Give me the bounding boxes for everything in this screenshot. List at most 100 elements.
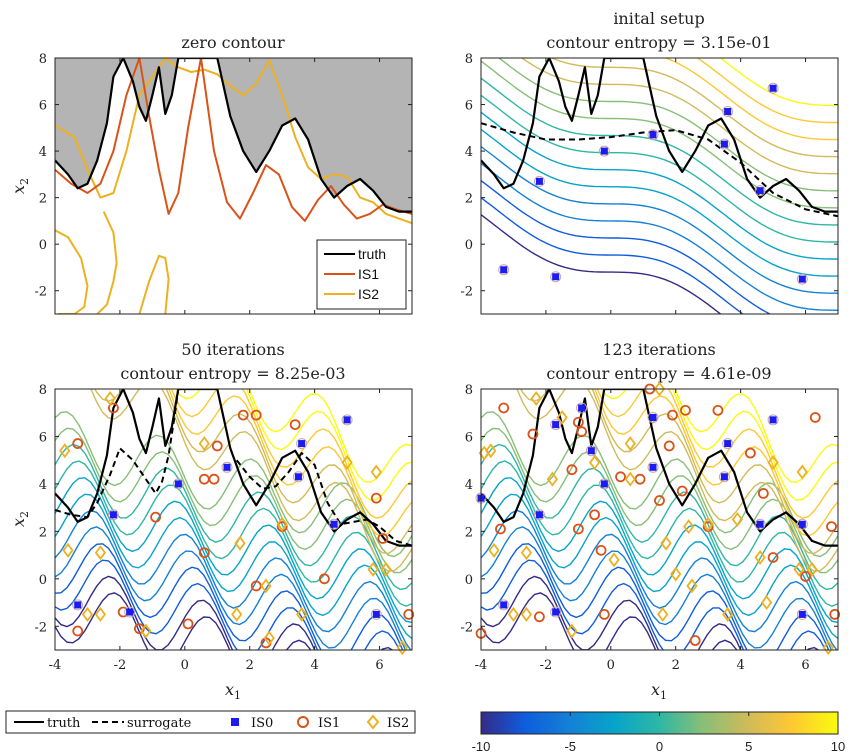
y-tick-label: 0	[465, 238, 473, 253]
legend-label-is0: IS0	[251, 716, 273, 731]
is0-halo	[796, 608, 808, 620]
is2-point	[260, 578, 272, 594]
is2-point	[276, 516, 288, 532]
contour-level-line	[55, 559, 401, 650]
is0-point	[756, 520, 764, 528]
contour-level-line	[55, 411, 412, 558]
is1-point	[576, 426, 588, 438]
is1-point	[534, 611, 545, 623]
is2-point	[731, 512, 744, 527]
contour-lines	[481, 58, 838, 314]
contour-level-line	[516, 389, 838, 572]
is1-point	[595, 544, 607, 556]
is0-point	[798, 610, 806, 618]
contour-level-line	[55, 493, 412, 640]
is2-point	[657, 606, 669, 622]
y-tick-label: 4	[39, 478, 47, 493]
is2-point	[396, 640, 408, 656]
is0-halo	[647, 129, 659, 141]
is0-point	[587, 447, 595, 455]
is2-point	[104, 390, 116, 406]
is2-point	[760, 595, 773, 611]
is0-point	[174, 480, 182, 488]
y-tick-label: 6	[465, 430, 473, 445]
contour-level-line	[248, 389, 412, 484]
legend-marker-is1	[297, 716, 309, 728]
region-above-zero	[55, 58, 412, 212]
is0-point	[126, 608, 134, 616]
contour-level-line	[481, 180, 772, 314]
is2-point	[94, 545, 107, 561]
is0-halo	[576, 402, 588, 414]
is2-point	[367, 561, 379, 577]
is1-point	[377, 533, 389, 544]
is0-halo	[550, 606, 562, 618]
panel-initial-setup: -2 0 2 4 6 8	[460, 52, 839, 315]
contour-level-line	[481, 526, 833, 650]
x-tick-label: 0	[181, 658, 189, 673]
is2-contour-line	[96, 211, 118, 314]
is1-point	[676, 485, 688, 497]
is0-point	[74, 601, 82, 609]
is0-halo	[796, 518, 808, 530]
is0-halo	[598, 478, 610, 490]
contour-level-line	[481, 162, 838, 311]
is1-point	[150, 511, 162, 523]
is0-point	[724, 108, 732, 116]
contour-level-line	[498, 58, 838, 192]
y-tick-label: 2	[465, 525, 473, 540]
is0-halo	[767, 414, 779, 426]
is0-halo	[585, 445, 597, 457]
y-tick-label: 6	[465, 99, 473, 114]
legend-marker-is2	[366, 714, 380, 730]
is2-point	[556, 409, 568, 425]
contour-level-line	[481, 575, 820, 650]
is1-point	[767, 552, 779, 563]
is2-point	[341, 455, 353, 471]
is0-point	[294, 473, 302, 481]
is0-halo	[647, 461, 659, 473]
is1-point	[809, 412, 821, 423]
axes-frame	[54, 388, 413, 651]
is0-point	[649, 463, 657, 471]
is2-point	[702, 516, 714, 532]
is0-halo	[533, 509, 545, 521]
is2-point	[796, 464, 808, 480]
is2-point	[59, 443, 71, 459]
is2-contour-line	[138, 254, 170, 314]
is0-halo	[647, 411, 659, 423]
axes-frame	[480, 57, 839, 315]
is2-point	[485, 443, 497, 459]
contour-level-line	[550, 58, 838, 158]
is2-point	[793, 561, 805, 577]
contour-level-line	[481, 477, 838, 624]
x-tick-label: -2	[540, 658, 553, 673]
is2-contour-line	[55, 229, 89, 314]
panel-123-iterations: -2 0 2 4 6 8 -4 -2 0 2 4 6	[460, 381, 841, 673]
is0-point	[600, 480, 608, 488]
y-tick-label: 2	[39, 192, 47, 207]
contour-level-line	[481, 145, 838, 294]
is1-contour-line	[55, 58, 412, 222]
y-tick-label: -2	[34, 620, 47, 635]
contour-level-line	[520, 58, 838, 175]
is1-point	[572, 416, 584, 428]
is2-point	[686, 578, 698, 594]
y-tick-label: 0	[39, 238, 47, 253]
panel4-subtitle: contour entropy = 4.61e-09	[546, 364, 771, 383]
x-tick-label: 2	[672, 658, 680, 673]
is0-point	[552, 273, 560, 281]
is0-point	[600, 147, 608, 155]
is0-point	[223, 463, 231, 471]
y-tick-label: 8	[465, 52, 473, 67]
is1-point	[598, 609, 610, 620]
x-tick-label: -4	[49, 658, 62, 673]
is0-halo	[292, 471, 304, 483]
contour-level-line	[481, 493, 838, 640]
y-tick-label: 4	[465, 145, 473, 160]
contour-level-line	[55, 592, 312, 650]
is0-halo	[767, 82, 779, 94]
is1-point	[498, 402, 510, 414]
is1-point	[208, 473, 220, 485]
contour-level-line	[696, 58, 838, 124]
